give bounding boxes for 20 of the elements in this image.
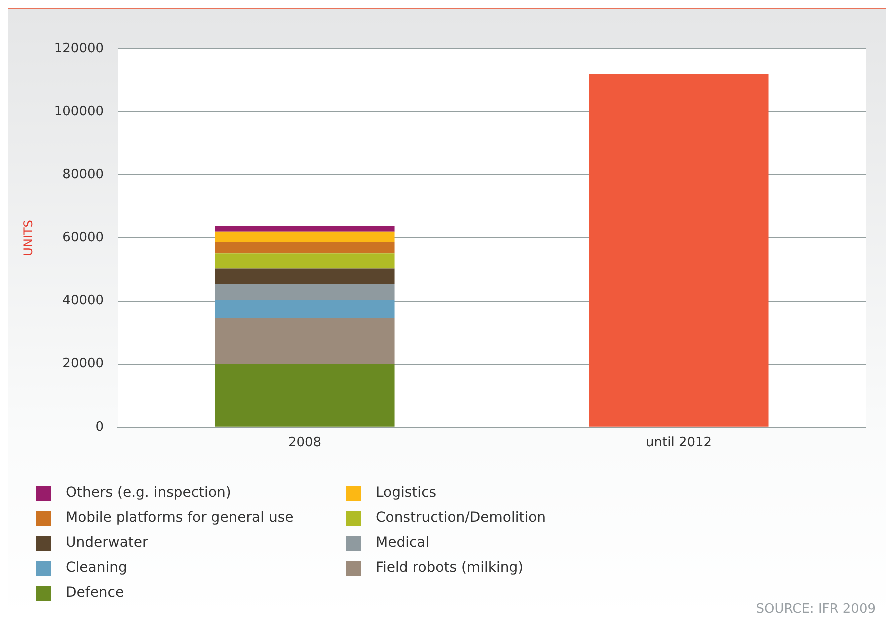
y-tick-label: 40000 (62, 294, 104, 309)
x-tick-label: 2008 (288, 436, 322, 451)
y-tick-label: 20000 (62, 356, 104, 372)
legend-label: Cleaning (66, 560, 128, 576)
legend-label: Underwater (66, 535, 148, 551)
y-tick-label: 120000 (54, 41, 104, 56)
y-tick-label: 0 (96, 420, 104, 435)
y-tick-label: 80000 (62, 168, 104, 183)
y-tick-label: 100000 (54, 104, 104, 120)
y-axis-title: UNITS (21, 220, 36, 256)
legend-label: Others (e.g. inspection) (66, 485, 232, 501)
x-tick-label: until 2012 (646, 436, 712, 451)
legend-label: Construction/Demolition (376, 510, 546, 526)
legend-label: Defence (66, 585, 124, 601)
source-note: SOURCE: IFR 2009 (756, 602, 876, 617)
legend-label: Field robots (milking) (376, 560, 524, 576)
legend-label: Logistics (376, 485, 437, 501)
legend-label: Mobile platforms for general use (66, 510, 294, 526)
legend-label: Medical (376, 535, 430, 551)
y-tick-label: 60000 (62, 230, 104, 246)
